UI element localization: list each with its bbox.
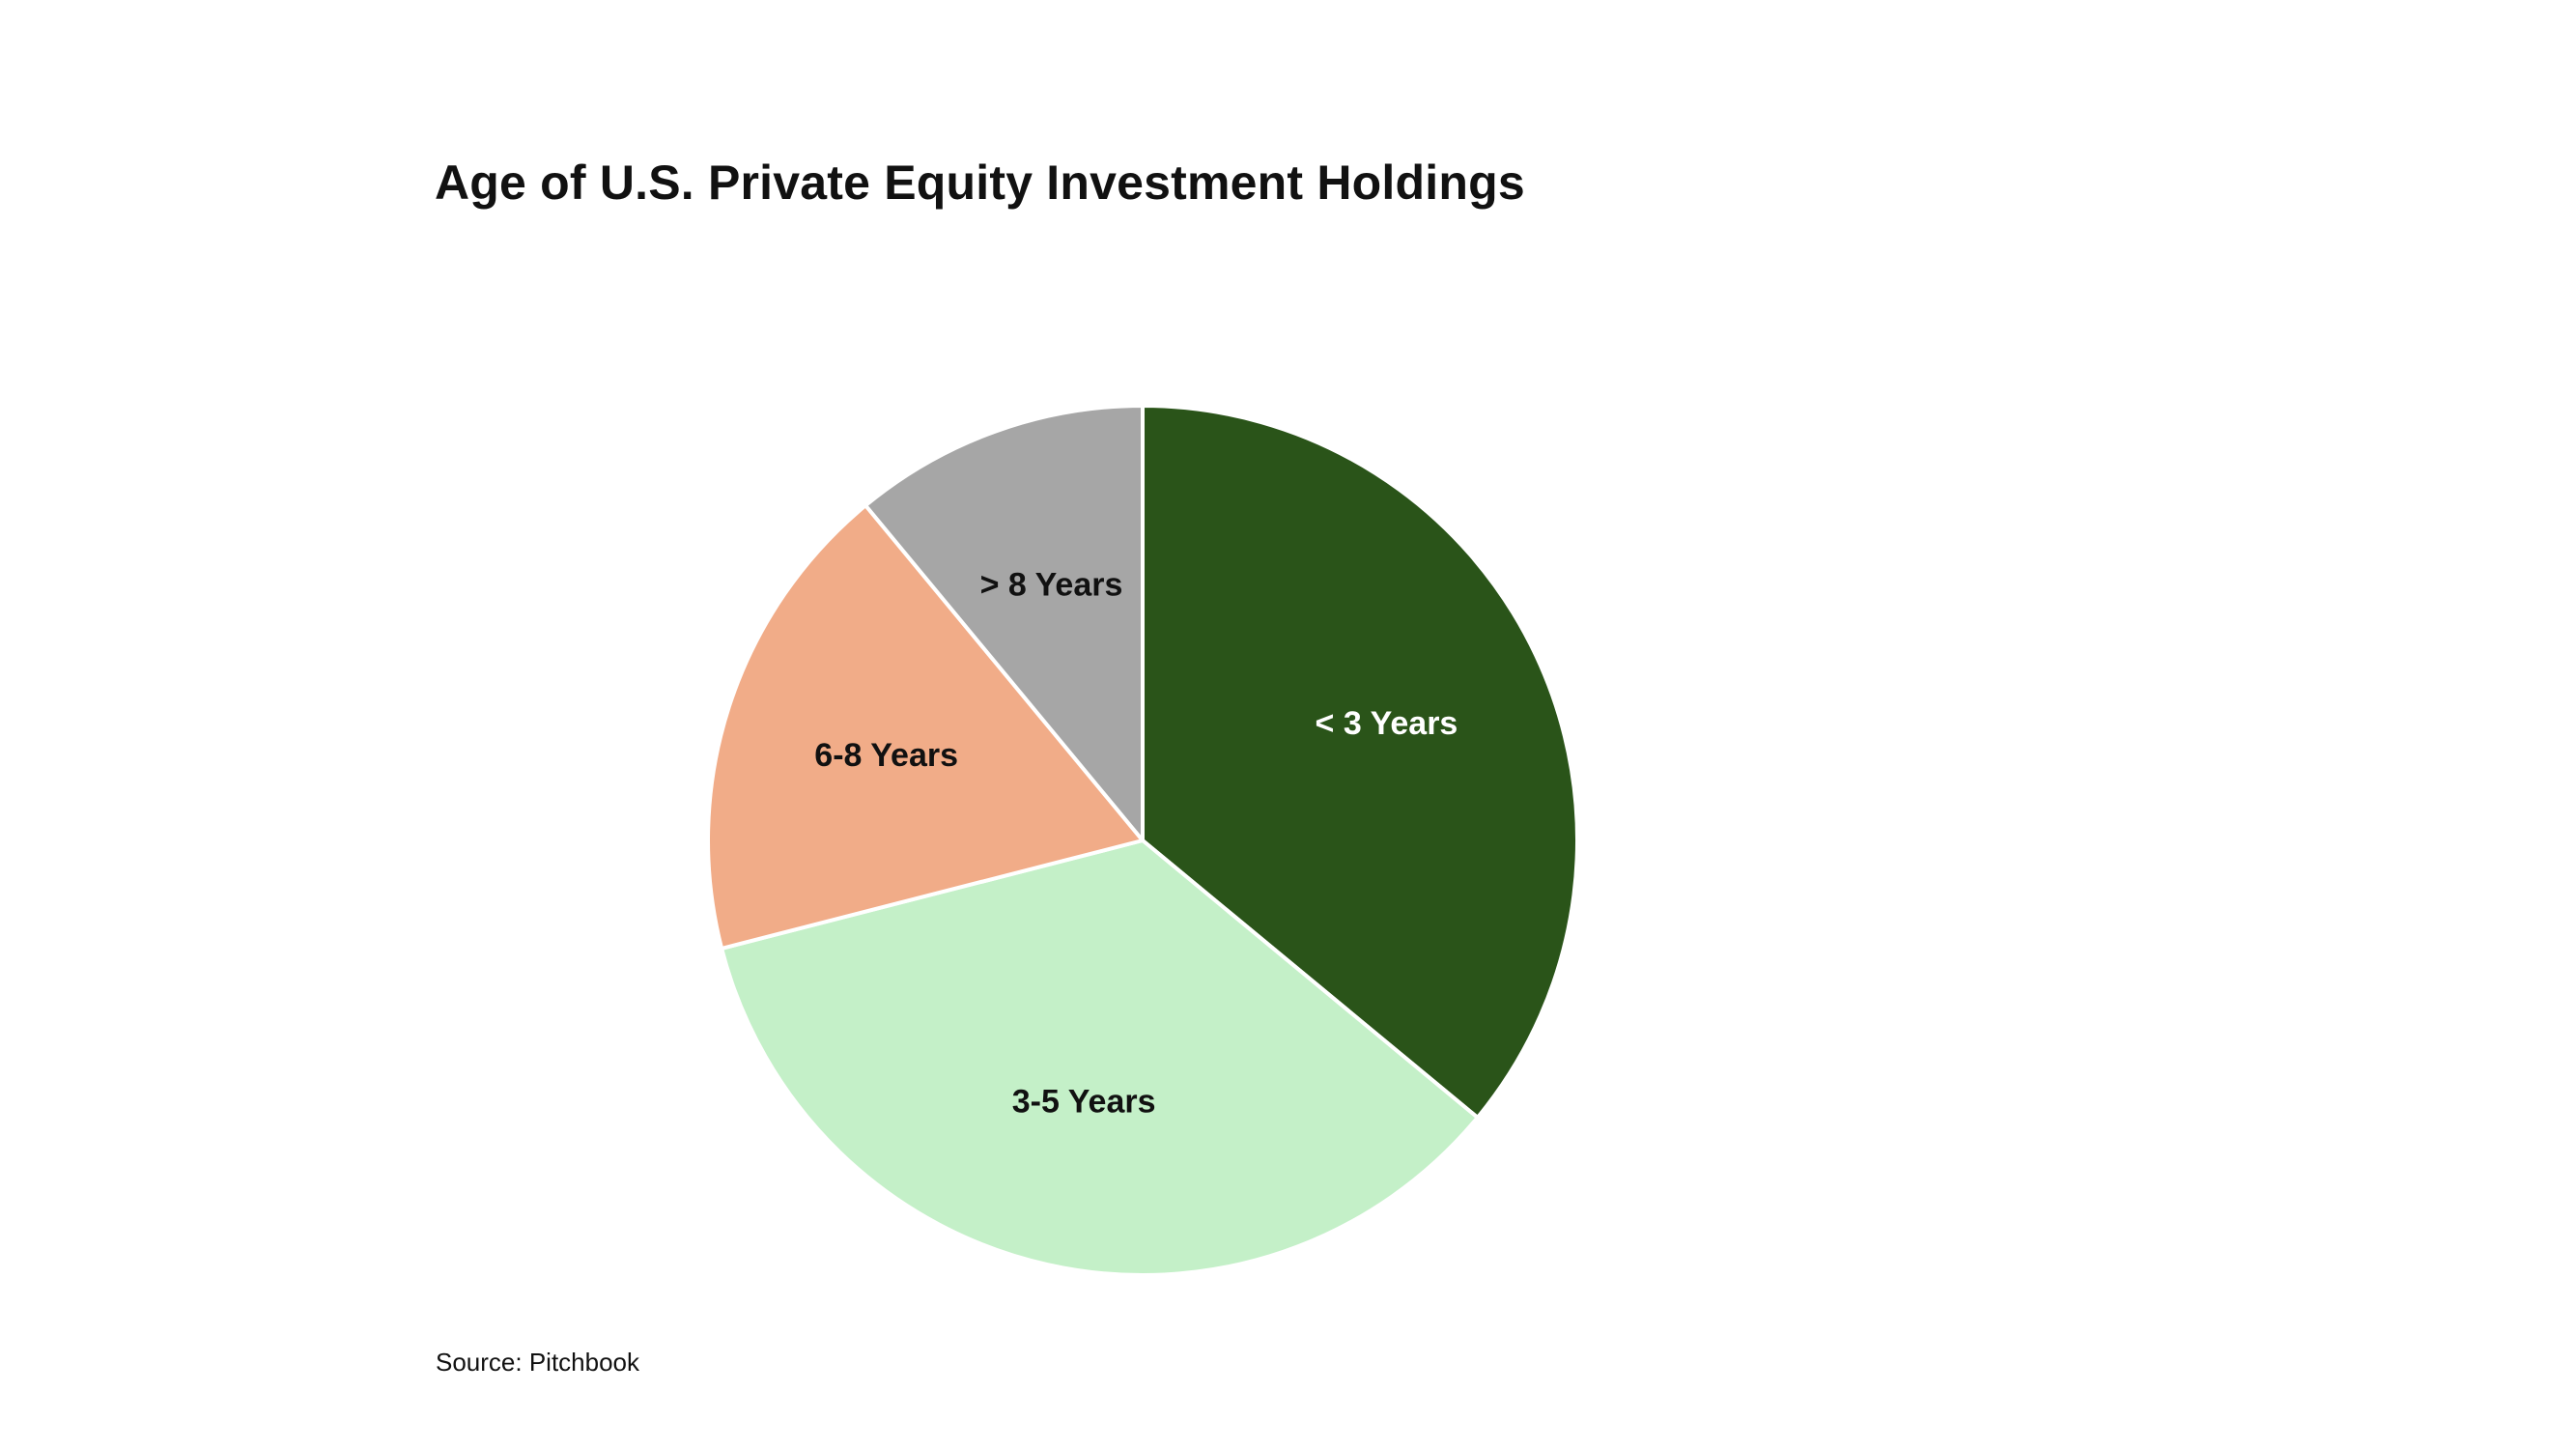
pie-labels: < 3 Years 3-5 Years 6-8 Years > 8 Years: [814, 566, 1458, 1120]
chart-source: Source: Pitchbook: [436, 1348, 640, 1377]
pie-slices: [706, 404, 1579, 1277]
pie-slice-3-years: [1141, 404, 1579, 1120]
pie-slice-8-years: [863, 404, 1145, 842]
pie-label-6-8-years: 6-8 Years: [814, 737, 958, 774]
chart-title: Age of U.S. Private Equity Investment Ho…: [435, 156, 1525, 210]
pie-slice-3-5-years: [720, 838, 1480, 1277]
pie-label-3-years: < 3 Years: [1316, 705, 1458, 742]
pie-label-8-years: > 8 Years: [980, 566, 1123, 603]
pie-label-3-5-years: 3-5 Years: [1012, 1083, 1156, 1120]
pie-slice-6-8-years: [706, 503, 1145, 951]
